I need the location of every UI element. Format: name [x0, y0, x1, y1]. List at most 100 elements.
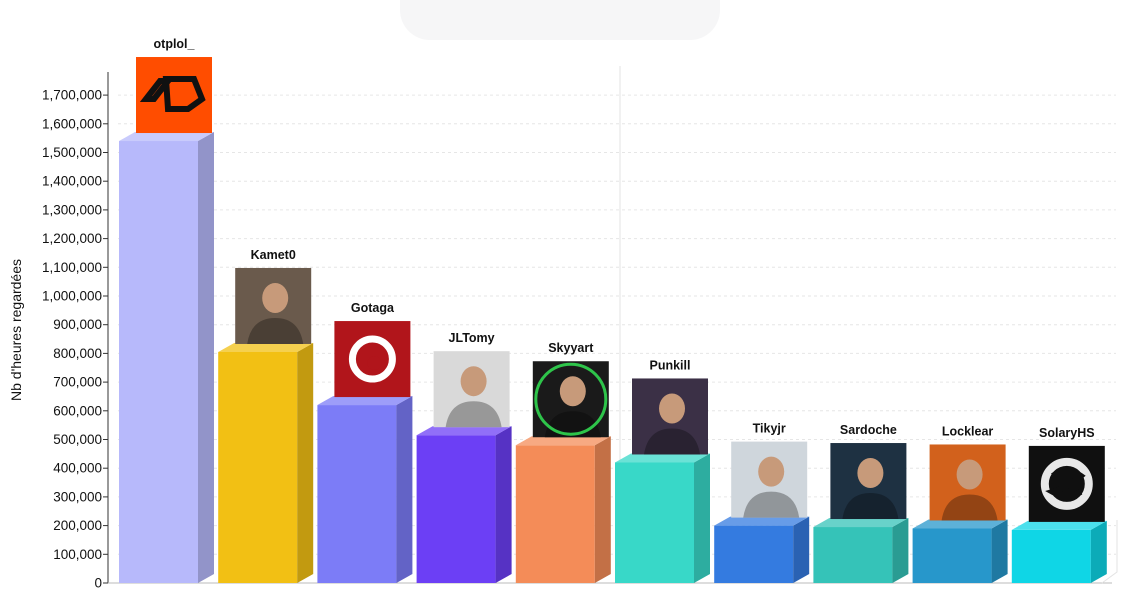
category-label: Gotaga: [351, 301, 395, 315]
punkill-avatar: [632, 378, 708, 455]
bar: [813, 527, 893, 583]
y-tick-label: 100,000: [53, 547, 102, 562]
bar: [615, 462, 694, 583]
skyyart-avatar: [532, 361, 609, 438]
bar-side: [594, 436, 611, 583]
y-tick-label: 1,700,000: [42, 88, 102, 103]
bar-top: [218, 342, 314, 352]
category-label: Tikyjr: [753, 422, 786, 436]
y-tick-label: 400,000: [53, 461, 102, 476]
bar: [912, 528, 992, 583]
bar-group: Locklear: [912, 424, 1008, 583]
y-tick-label: 1,200,000: [42, 231, 102, 246]
solary-logo-ring: [1040, 457, 1093, 510]
category-label: JLTomy: [449, 331, 495, 345]
bar: [119, 141, 198, 583]
gotaga-swirl: [348, 335, 396, 383]
y-tick-label: 1,500,000: [42, 145, 102, 160]
avatar-body: [644, 428, 700, 455]
avatar-head: [559, 376, 586, 407]
y-tick-label: 1,000,000: [42, 289, 102, 304]
bar-top: [912, 519, 1008, 529]
y-tick-label: 600,000: [53, 403, 102, 418]
avatar-head: [659, 393, 685, 424]
avatar-head: [460, 366, 487, 397]
bar-side: [1090, 520, 1107, 583]
bar-top: [317, 396, 413, 406]
bar: [515, 445, 595, 583]
bar-side: [892, 518, 909, 583]
category-label: otplol_: [154, 37, 196, 51]
bar-side: [495, 426, 512, 583]
y-tick-label: 900,000: [53, 317, 102, 332]
y-tick-label: 0: [94, 576, 102, 591]
bar-group: Gotaga: [317, 301, 413, 583]
category-label: Skyyart: [548, 341, 594, 355]
bar-group: SolaryHS: [1011, 426, 1107, 583]
sardoche-avatar: [830, 443, 907, 520]
bars: otplol_ Kamet0 Gotaga JLTomy Skyyart Punkill T…: [119, 37, 1107, 583]
solaryhs-logo-icon: [1028, 445, 1105, 522]
otp-logo-shape: [139, 76, 206, 113]
bar-top: [515, 436, 611, 446]
avatar-head: [857, 458, 884, 489]
category-label: Punkill: [650, 358, 691, 372]
y-tick-label: 1,100,000: [42, 260, 102, 275]
kamet0-avatar: [235, 267, 312, 344]
y-tick-label: 200,000: [53, 518, 102, 533]
bar-side: [297, 342, 314, 583]
y-tick-label: 500,000: [53, 432, 102, 447]
avatar-body: [247, 317, 304, 344]
bar: [218, 351, 298, 583]
y-axis-label: Nb d'heures regardées: [8, 259, 24, 401]
y-axis-ticks: 0 100,000 200,000 300,000 400,000 500,000 600,…: [42, 88, 108, 591]
avatar-body: [445, 401, 502, 428]
bar: [714, 525, 794, 583]
bar-top: [813, 518, 909, 528]
category-label: Sardoche: [840, 423, 897, 437]
bar-side: [793, 516, 810, 583]
bar-top: [1011, 520, 1107, 530]
gotaga-logo-icon: [334, 321, 411, 398]
avatar-head: [262, 282, 289, 313]
tikyjr-avatar: [731, 441, 808, 518]
floor-edge: [1101, 520, 1118, 584]
bar-side: [396, 396, 413, 583]
bar-group: JLTomy: [416, 331, 512, 583]
gotaga-swirl-core: [367, 356, 382, 371]
bar-group: Punkill: [615, 358, 710, 583]
bar: [317, 405, 397, 583]
avatar-ring: [534, 362, 608, 436]
bar: [416, 435, 496, 583]
bar-group: Skyyart: [515, 341, 611, 583]
y-tick-label: 1,300,000: [42, 202, 102, 217]
bar-top: [119, 132, 214, 142]
bar-side: [198, 132, 214, 583]
y-tick-label: 800,000: [53, 346, 102, 361]
bar-side: [694, 453, 710, 583]
locklear-avatar: [929, 444, 1006, 521]
y-tick-label: 1,600,000: [42, 116, 102, 131]
y-tick-label: 300,000: [53, 489, 102, 504]
otp-logo-icon: [136, 57, 212, 134]
avatar-body: [743, 491, 800, 518]
bar-group: Kamet0: [218, 248, 314, 583]
bar-group: otplol_: [119, 37, 214, 583]
top-glow-decoration: [400, 0, 720, 40]
bar-group: Sardoche: [813, 423, 909, 583]
y-tick-label: 1,400,000: [42, 174, 102, 189]
solary-logo-s: [1045, 467, 1086, 499]
bar-top: [714, 516, 810, 526]
y-tick-label: 700,000: [53, 375, 102, 390]
bar: [1011, 529, 1091, 583]
jltomy-avatar: [433, 351, 510, 428]
avatar-head: [956, 459, 983, 490]
avatar-body: [941, 494, 998, 521]
avatar-body: [842, 493, 899, 520]
bar-side: [991, 519, 1008, 583]
bar-top: [416, 426, 512, 436]
category-label: Locklear: [942, 424, 994, 438]
bar-top: [615, 453, 710, 463]
category-label: SolaryHS: [1039, 426, 1095, 440]
